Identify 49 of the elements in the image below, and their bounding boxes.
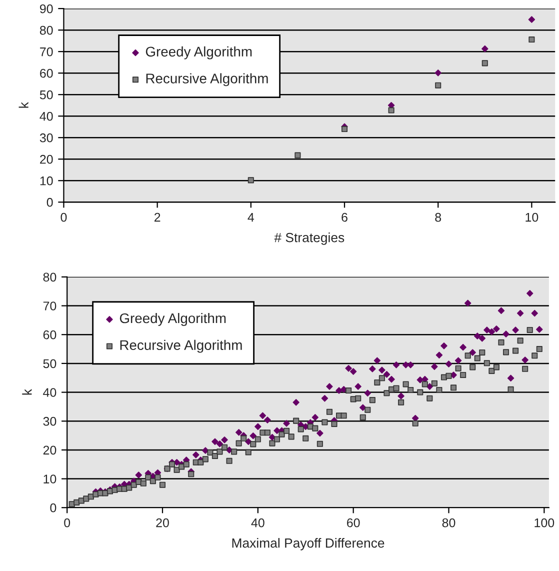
point xyxy=(435,82,442,88)
x-axis-title: # Strategies xyxy=(274,232,344,245)
x-tick-label: 6 xyxy=(342,212,348,222)
point xyxy=(434,70,442,76)
y-tick-label: 70 xyxy=(43,302,56,310)
x-tick-label: 80 xyxy=(442,518,456,528)
y-tick-label: 0 xyxy=(46,198,53,207)
y-tick-label: 70 xyxy=(40,47,53,56)
y-tick-label: 80 xyxy=(40,26,53,35)
y-tick-label: 0 xyxy=(50,503,56,512)
y-axis-title: k xyxy=(22,388,32,395)
x-tick-label: 0 xyxy=(60,212,67,222)
y-tick-label: 40 xyxy=(43,388,56,397)
y-tick-label: 10 xyxy=(44,474,56,484)
x-tick-label: 4 xyxy=(248,213,254,222)
legend-label: Greedy Algorithm xyxy=(120,312,226,326)
legend-label: Recursive Algorithm xyxy=(120,340,242,353)
point xyxy=(388,107,394,114)
y-tick-label: 90 xyxy=(40,4,53,14)
point xyxy=(248,177,254,184)
point xyxy=(528,16,536,23)
point xyxy=(528,36,535,43)
y-tick-label: 60 xyxy=(40,68,53,78)
x-tick-label: 2 xyxy=(154,212,160,222)
x-tick-label: 20 xyxy=(156,518,169,528)
x-tick-label: 40 xyxy=(251,518,264,528)
y-tick-label: 20 xyxy=(40,154,53,164)
y-tick-label: 50 xyxy=(40,90,53,100)
y-tick-label: 10 xyxy=(40,176,53,186)
y-tick-label: 20 xyxy=(43,446,56,455)
x-tick-label: 0 xyxy=(64,518,70,528)
legend-label: Recursive Algorithm xyxy=(146,73,268,86)
legend-label: Greedy Algorithm xyxy=(146,46,252,60)
y-axis-title: k xyxy=(18,102,28,108)
x-tick-label: 100 xyxy=(534,518,554,528)
point xyxy=(294,152,301,158)
x-tick-label: 8 xyxy=(435,212,442,222)
point xyxy=(341,126,348,132)
point xyxy=(482,60,488,66)
y-tick-label: 30 xyxy=(40,133,53,142)
y-tick-label: 50 xyxy=(43,359,56,368)
y-tick-label: 40 xyxy=(40,112,53,121)
y-tick-label: 30 xyxy=(43,416,56,426)
point xyxy=(482,45,488,52)
y-tick-label: 80 xyxy=(43,272,56,282)
x-tick-label: 10 xyxy=(526,212,538,222)
x-tick-label: 60 xyxy=(347,518,360,528)
x-axis-title: Maximal Payoff Difference xyxy=(232,538,384,550)
y-tick-label: 60 xyxy=(43,330,56,340)
